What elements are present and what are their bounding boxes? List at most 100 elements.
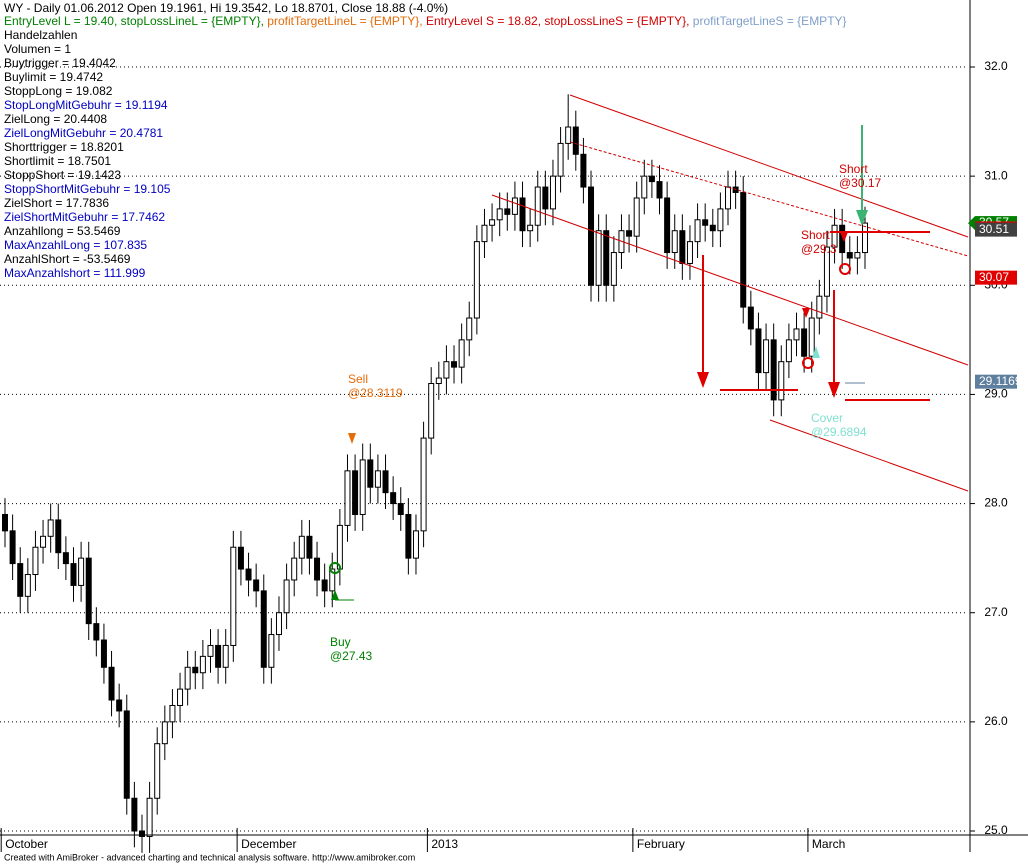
candle-body [100, 639, 107, 668]
indicator-line: StoppLong = 19.082 [4, 84, 113, 98]
candle-body [32, 546, 39, 576]
candle-body [542, 186, 549, 210]
candle-body [595, 230, 602, 286]
x-tick-label: October [5, 837, 48, 851]
annotation: @28.3119 [348, 386, 403, 400]
candle-body [740, 192, 747, 308]
candle-body [283, 579, 290, 614]
y-tick-label: 32.0 [984, 59, 1008, 73]
candle-body [443, 361, 450, 379]
candle-body [823, 246, 830, 297]
candle-body [207, 644, 214, 657]
legend-entry: EntryLevel L = 19.40, [4, 14, 121, 28]
candle-body [253, 579, 260, 592]
candle-body [344, 470, 351, 526]
candle-body [862, 222, 868, 254]
candle-body [626, 230, 633, 237]
candle-body [17, 563, 24, 597]
arrow-head [331, 590, 339, 600]
candle-body [763, 339, 770, 374]
candle-body [131, 797, 138, 832]
candle-body [85, 557, 92, 625]
candle-body [428, 383, 435, 439]
candle-body [24, 574, 31, 597]
candle-body [588, 186, 595, 286]
candle-body [382, 470, 389, 494]
candle-body [230, 546, 237, 646]
indicator-line: StoppShortMitGebuhr = 19.105 [4, 182, 171, 196]
candle-body [565, 126, 572, 144]
legend-line: EntryLevel L = 19.40, stopLossLineL = {E… [4, 14, 847, 28]
channel-line [491, 194, 969, 366]
candle-body [268, 634, 275, 668]
channel-line [769, 419, 969, 492]
price-label: 30.51 [979, 222, 1009, 236]
annotation: @29.6894 [811, 425, 867, 439]
candle-body [725, 186, 732, 210]
indicator-line: StoppShort = 19.1423 [4, 168, 121, 182]
candle-body [435, 377, 442, 385]
candle-body [572, 126, 579, 155]
y-tick-label: 25.0 [984, 823, 1008, 837]
candle-body [801, 328, 808, 357]
candle-body [451, 361, 458, 368]
candle-body [648, 175, 655, 183]
plot-area [0, 66, 975, 853]
candle-body [245, 568, 252, 581]
candle-body [298, 535, 305, 559]
annotation: @30.17 [839, 176, 882, 190]
candle-body [237, 546, 244, 570]
candle-body [306, 535, 313, 559]
candle-body [557, 142, 564, 177]
y-tick-label: 27.0 [984, 605, 1008, 619]
legend-entry: stopLossLineL = {EMPTY}, [121, 14, 268, 28]
indicator-line: Handelzahlen [4, 28, 77, 42]
candle-body [420, 437, 427, 532]
x-tick-label: 2013 [431, 837, 458, 851]
y-tick-label: 31.0 [984, 168, 1008, 182]
candle-body [664, 197, 671, 254]
arrow-head [802, 308, 810, 318]
candle-body [458, 339, 465, 368]
candle-body [199, 655, 206, 674]
candle-body [108, 666, 115, 701]
candle-body [352, 470, 359, 515]
candle-body [291, 557, 298, 581]
candle-body [169, 704, 176, 723]
candle-body [816, 295, 823, 319]
candle-body [397, 503, 404, 515]
indicator-line: Buylimit = 19.4742 [4, 70, 103, 84]
candle-body [466, 317, 473, 341]
candle-body [146, 797, 153, 837]
arrow-head [828, 382, 840, 398]
price-label-box [975, 222, 1017, 237]
signal-circle [802, 357, 814, 369]
candle-body [184, 666, 191, 690]
indicator-line: Shortlimit = 18.7501 [4, 154, 111, 168]
candle-body [686, 241, 693, 264]
candle-body [47, 519, 54, 537]
candle-body [778, 361, 785, 401]
candle-body [846, 252, 853, 259]
annotation: Buy [330, 635, 351, 649]
signal-circle [839, 263, 851, 275]
candle-body [329, 568, 336, 592]
arrow-head [697, 372, 709, 388]
signal-circle [329, 562, 341, 574]
x-tick-label: February [637, 837, 685, 851]
candle-body [260, 590, 267, 668]
candle-body [481, 224, 488, 243]
candle-body [496, 208, 503, 221]
candle-body [519, 197, 526, 232]
candle-body [671, 230, 678, 254]
candle-body [831, 224, 838, 248]
candle-body [62, 552, 69, 565]
candle-body [154, 743, 161, 799]
candle-body [702, 219, 709, 226]
candle-body [40, 535, 47, 548]
indicator-line: Volumen = 1 [4, 42, 71, 56]
arrow-head [812, 346, 820, 358]
legend-entry: profitTargetLineL = {EMPTY}, [267, 14, 426, 28]
